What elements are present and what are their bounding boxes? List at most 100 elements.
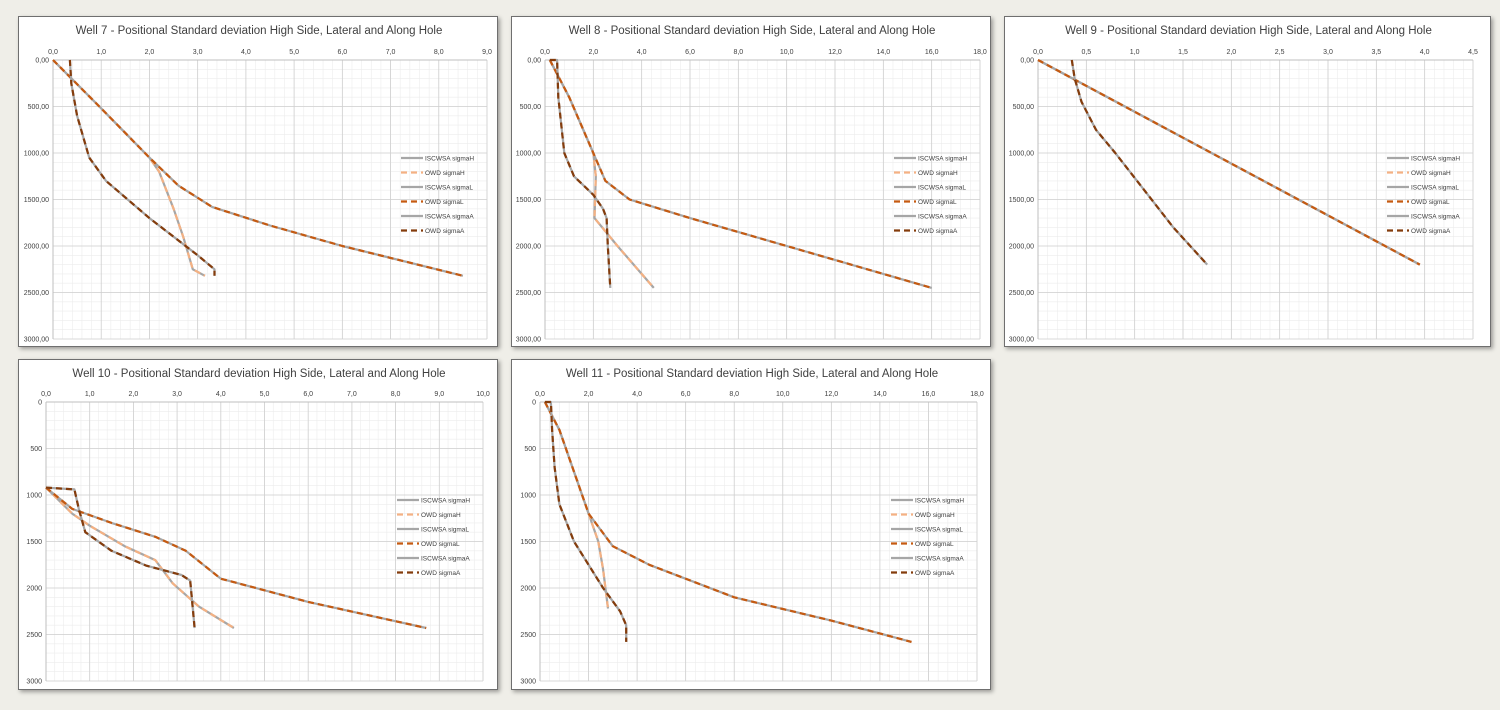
x-tick-label: 12,0 xyxy=(825,391,839,398)
x-tick-label: 0,5 xyxy=(1081,49,1091,56)
x-tick-label: 7,0 xyxy=(347,391,357,398)
x-tick-label: 3,5 xyxy=(1371,49,1381,56)
y-tick-label: 2000,00 xyxy=(1009,244,1034,251)
legend-label-iscwsa-sigmal: ISCWSA sigmaL xyxy=(425,184,473,191)
x-tick-label: 0,0 xyxy=(1033,49,1043,56)
legend-label-owd-sigmaa: OWD sigmaA xyxy=(918,228,958,235)
series-line-owd-sigmaa xyxy=(68,59,216,276)
x-tick-label: 14,0 xyxy=(877,49,891,56)
chart-well-9: Well 9 - Positional Standard deviation H… xyxy=(1004,16,1491,347)
y-tick-label: 2500,00 xyxy=(516,290,541,297)
y-tick-label: 500 xyxy=(524,446,536,453)
x-tick-label: 0,0 xyxy=(540,49,550,56)
y-tick-label: 0,00 xyxy=(35,58,49,65)
chart-well-8: Well 8 - Positional Standard deviation H… xyxy=(511,16,991,347)
x-tick-label: 8,0 xyxy=(391,391,401,398)
x-tick-label: 2,0 xyxy=(1226,49,1236,56)
chart-title: Well 10 - Positional Standard deviation … xyxy=(72,368,445,380)
x-tick-label: 3,0 xyxy=(1323,49,1333,56)
legend-label-owd-sigmal: OWD sigmaL xyxy=(425,199,464,206)
x-tick-label: 16,0 xyxy=(922,391,936,398)
x-tick-label: 6,0 xyxy=(685,49,695,56)
chart-well-11: Well 11 - Positional Standard deviation … xyxy=(511,359,991,690)
y-tick-label: 3000 xyxy=(520,679,536,686)
y-tick-label: 1500,00 xyxy=(24,197,49,204)
series-line-owd-sigmal xyxy=(52,59,464,277)
x-tick-label: 4,0 xyxy=(216,391,226,398)
x-tick-label: 2,0 xyxy=(145,49,155,56)
legend-label-iscwsa-sigmah: ISCWSA sigmaH xyxy=(421,497,470,504)
y-tick-label: 2000,00 xyxy=(516,244,541,251)
y-tick-label: 2000,00 xyxy=(24,244,49,251)
legend-label-owd-sigmaa: OWD sigmaA xyxy=(915,570,955,577)
x-tick-label: 4,0 xyxy=(637,49,647,56)
x-tick-label: 0,0 xyxy=(535,391,545,398)
y-tick-label: 1000 xyxy=(520,493,536,500)
x-tick-label: 8,0 xyxy=(434,49,444,56)
y-tick-label: 500,00 xyxy=(28,104,50,111)
x-tick-label: 5,0 xyxy=(289,49,299,56)
legend-label-iscwsa-sigmaa: ISCWSA sigmaA xyxy=(421,555,470,562)
x-tick-label: 4,0 xyxy=(241,49,251,56)
y-tick-label: 0,00 xyxy=(1020,58,1034,65)
legend-label-iscwsa-sigmaa: ISCWSA sigmaA xyxy=(1411,213,1460,220)
legend-label-iscwsa-sigmal: ISCWSA sigmaL xyxy=(915,526,963,533)
legend-label-owd-sigmah: OWD sigmaH xyxy=(425,170,465,177)
legend-label-owd-sigmal: OWD sigmaL xyxy=(1411,199,1450,206)
y-tick-label: 3000,00 xyxy=(516,337,541,344)
legend-label-owd-sigmah: OWD sigmaH xyxy=(1411,170,1451,177)
series-line-owd-sigmaa xyxy=(45,486,196,629)
x-tick-label: 1,0 xyxy=(1130,49,1140,56)
series-line-owd-sigmaa xyxy=(544,400,628,642)
y-tick-label: 500,00 xyxy=(1013,104,1035,111)
y-tick-label: 1000,00 xyxy=(1009,151,1034,158)
x-tick-label: 0,0 xyxy=(41,391,51,398)
y-tick-label: 3000,00 xyxy=(1009,337,1034,344)
x-tick-label: 6,0 xyxy=(681,391,691,398)
y-tick-label: 1500,00 xyxy=(516,197,541,204)
series-line-iscwsa-sigmal xyxy=(548,59,933,289)
x-tick-label: 18,0 xyxy=(973,49,987,56)
chart-well-7: Well 7 - Positional Standard deviation H… xyxy=(18,16,498,347)
chart-well-7-svg: Well 7 - Positional Standard deviation H… xyxy=(24,25,492,344)
chart-well-10: Well 10 - Positional Standard deviation … xyxy=(18,359,498,690)
series-line-owd-sigmah xyxy=(45,486,235,629)
chart-title: Well 7 - Positional Standard deviation H… xyxy=(76,25,443,37)
x-tick-label: 6,0 xyxy=(303,391,313,398)
series-line-iscwsa-sigmal xyxy=(52,59,464,277)
series-line-owd-sigmah xyxy=(543,401,610,609)
x-tick-label: 10,0 xyxy=(476,391,490,398)
x-tick-label: 3,0 xyxy=(193,49,203,56)
y-tick-label: 1000,00 xyxy=(516,151,541,158)
y-tick-label: 1500 xyxy=(26,539,42,546)
y-tick-label: 0 xyxy=(532,400,536,407)
y-tick-label: 3000,00 xyxy=(24,337,49,344)
legend-label-iscwsa-sigmaa: ISCWSA sigmaA xyxy=(915,555,964,562)
x-tick-label: 4,5 xyxy=(1468,49,1478,56)
legend-label-owd-sigmah: OWD sigmaH xyxy=(915,512,955,519)
legend-label-iscwsa-sigmah: ISCWSA sigmaH xyxy=(918,155,967,162)
legend-label-owd-sigmaa: OWD sigmaA xyxy=(1411,228,1451,235)
legend-label-owd-sigmah: OWD sigmaH xyxy=(918,170,958,177)
legend-label-iscwsa-sigmaa: ISCWSA sigmaA xyxy=(918,213,967,220)
chart-well-11-svg: Well 11 - Positional Standard deviation … xyxy=(520,368,984,686)
legend-label-owd-sigmal: OWD sigmaL xyxy=(915,541,954,548)
y-tick-label: 2000 xyxy=(520,586,536,593)
x-tick-label: 18,0 xyxy=(970,391,984,398)
legend-label-iscwsa-sigmah: ISCWSA sigmaH xyxy=(425,155,474,162)
x-tick-label: 14,0 xyxy=(873,391,887,398)
legend-label-owd-sigmaa: OWD sigmaA xyxy=(425,228,465,235)
y-tick-label: 1000,00 xyxy=(24,151,49,158)
x-tick-label: 12,0 xyxy=(828,49,842,56)
series-line-iscwsa-sigmaa xyxy=(544,400,628,642)
chart-well-8-svg: Well 8 - Positional Standard deviation H… xyxy=(516,25,987,344)
x-tick-label: 4,0 xyxy=(632,391,642,398)
chart-well-10-svg: Well 10 - Positional Standard deviation … xyxy=(26,368,490,686)
y-tick-label: 2500,00 xyxy=(1009,290,1034,297)
y-tick-label: 0,00 xyxy=(527,58,541,65)
x-tick-label: 10,0 xyxy=(776,391,790,398)
y-tick-label: 2500 xyxy=(520,632,536,639)
y-tick-label: 500 xyxy=(30,446,42,453)
x-tick-label: 9,0 xyxy=(434,391,444,398)
x-tick-label: 16,0 xyxy=(925,49,939,56)
